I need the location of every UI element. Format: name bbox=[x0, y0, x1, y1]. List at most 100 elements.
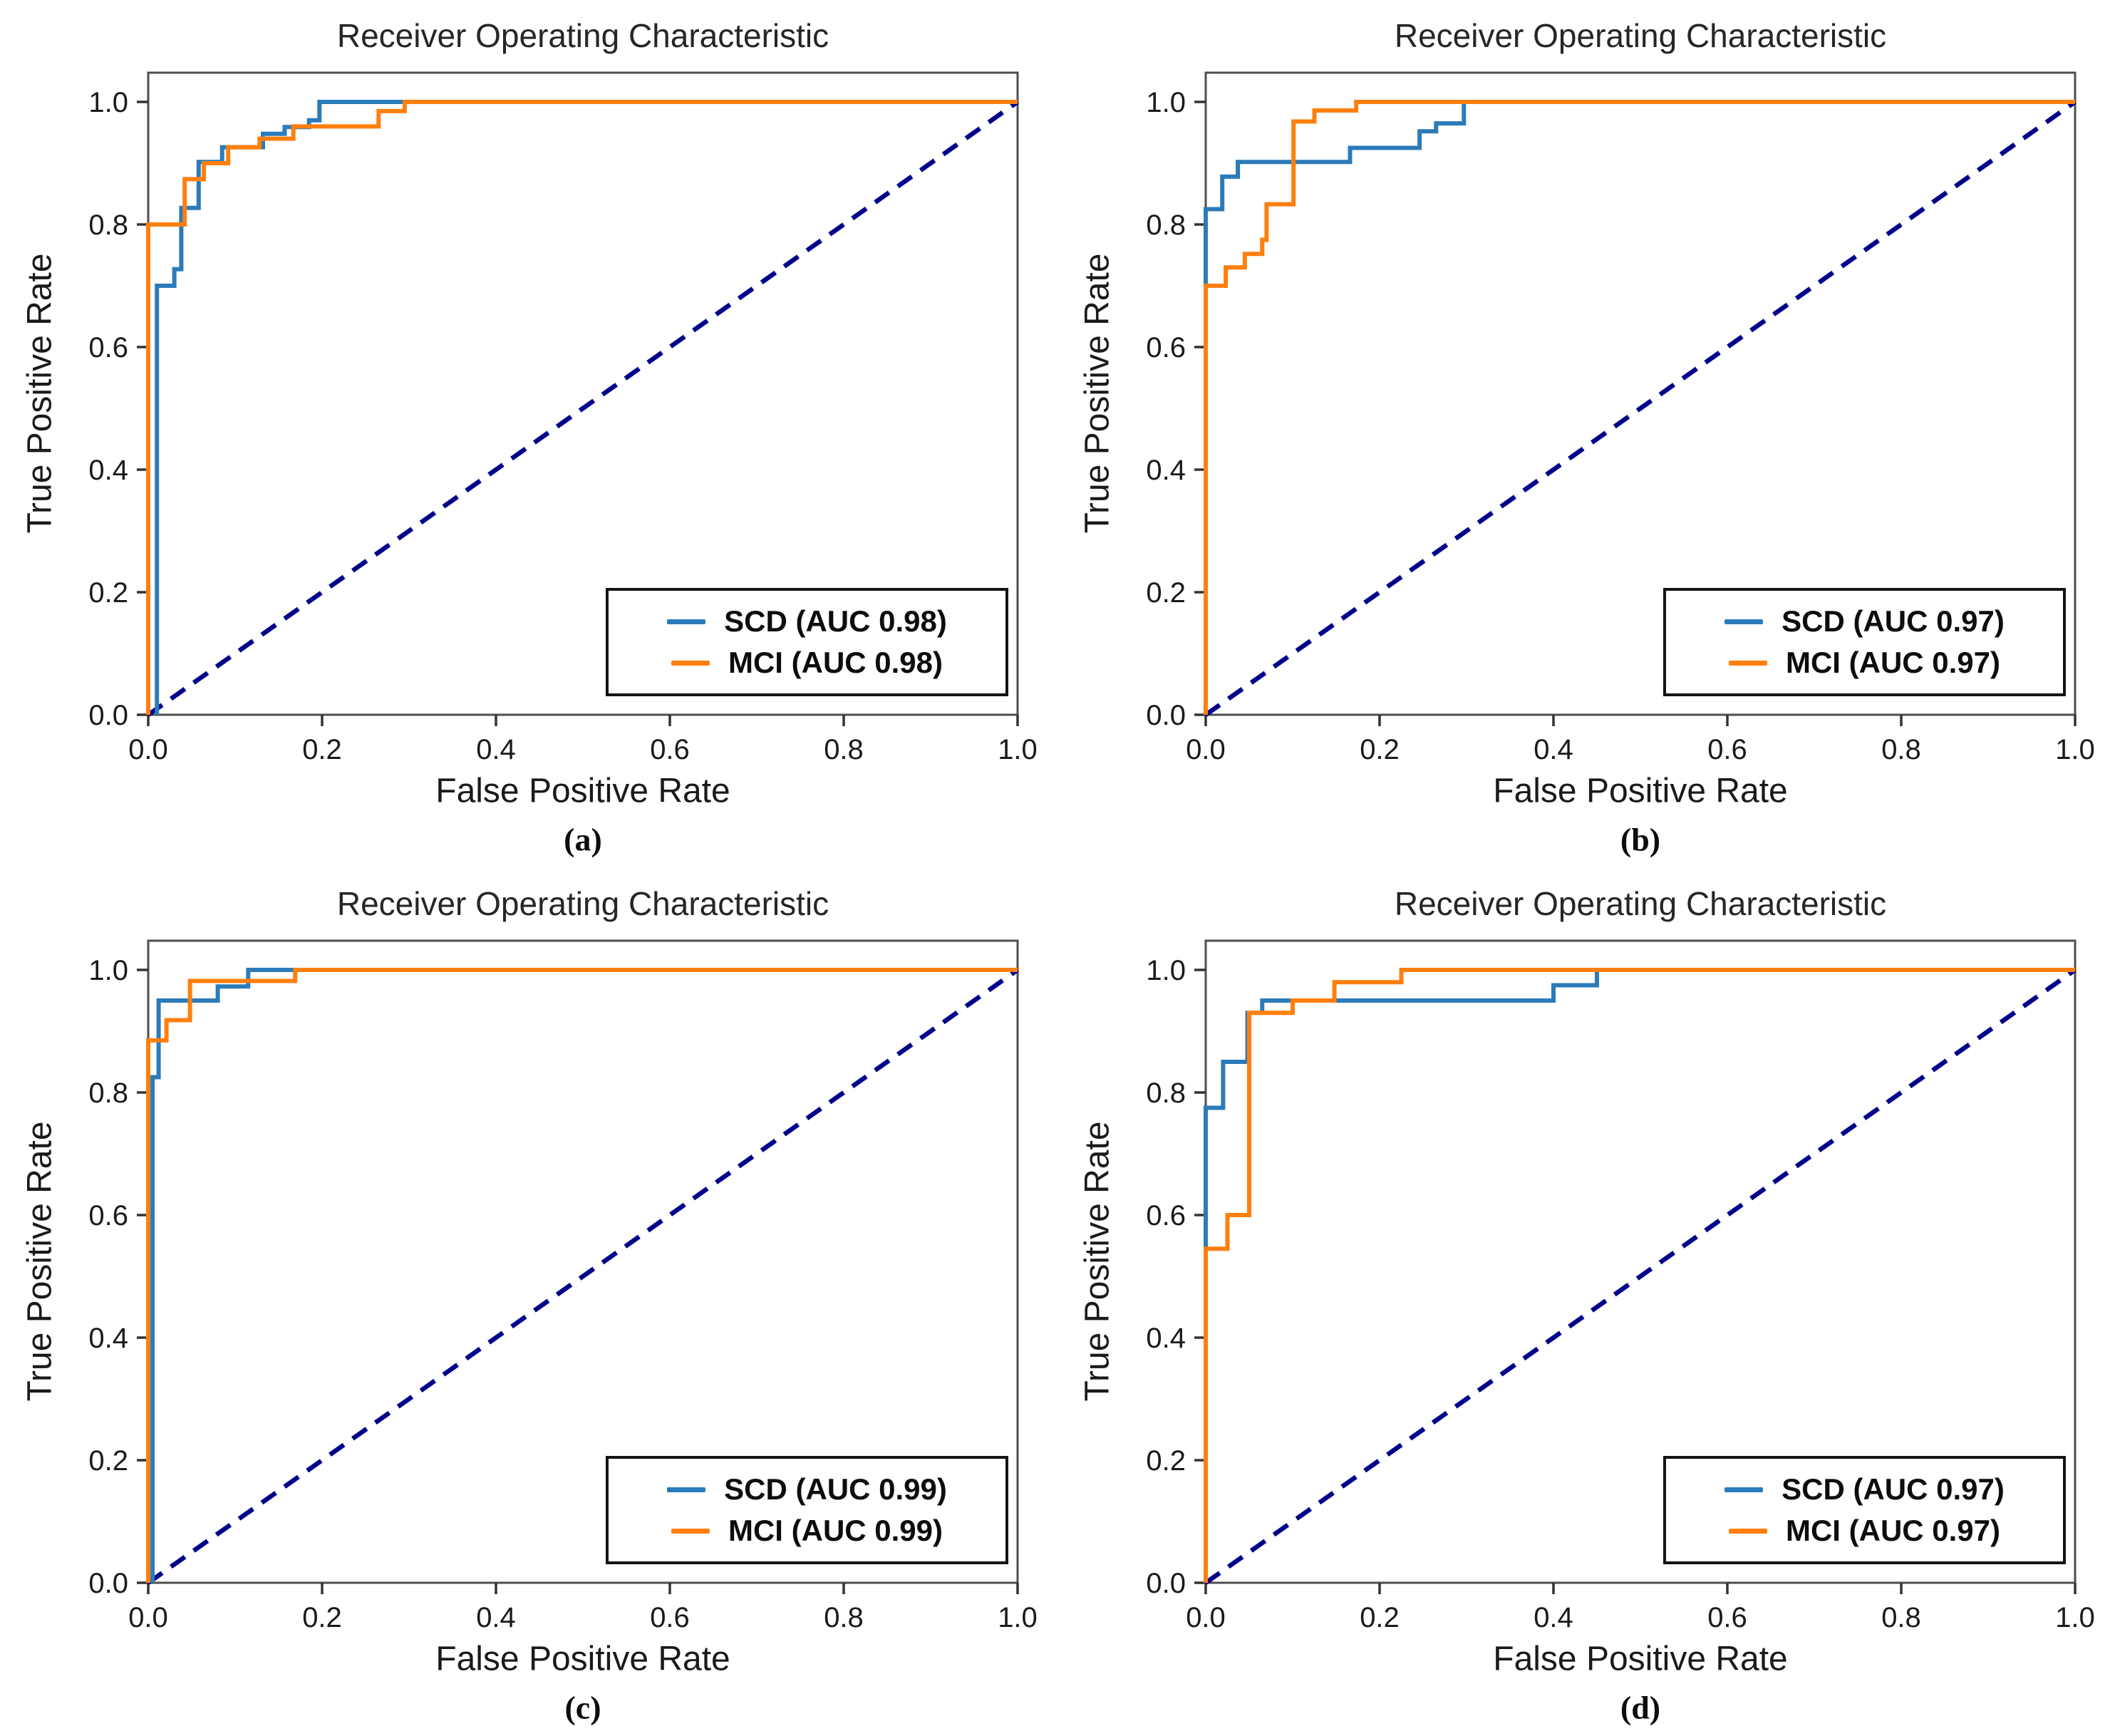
y-axis-label: True Positive Rate bbox=[21, 253, 59, 534]
svg-text:0.6: 0.6 bbox=[1707, 1602, 1747, 1633]
subplot-d: 0.0 0.2 0.4 0.6 0.8 1.0 0.0 0.2 0.4 0.6 0.8 1.0 Rec… bbox=[1058, 868, 2115, 1736]
legend-entry-scd: SCD (AUC 0.97) bbox=[1724, 604, 2005, 639]
svg-text:0.8: 0.8 bbox=[1881, 1602, 1921, 1633]
legend-label-scd: SCD (AUC 0.99) bbox=[724, 1472, 947, 1506]
scd-line-swatch bbox=[667, 619, 706, 624]
svg-text:0.6: 0.6 bbox=[1707, 734, 1747, 765]
svg-text:0.2: 0.2 bbox=[1360, 734, 1400, 765]
mci-line-swatch bbox=[1728, 660, 1767, 666]
roc-axes-a: 0.0 0.2 0.4 0.6 0.8 1.0 0.0 0.2 0.4 0.6 0.8 1.0 bbox=[88, 71, 1038, 765]
legend-entry-scd: SCD (AUC 0.98) bbox=[667, 604, 947, 639]
svg-text:0.8: 0.8 bbox=[1146, 1078, 1186, 1109]
subplot-caption-d: (d) bbox=[1620, 1689, 1661, 1726]
legend-label-scd: SCD (AUC 0.97) bbox=[1782, 604, 2005, 638]
subplot-caption-a: (a) bbox=[564, 821, 602, 858]
x-axis-label: False Positive Rate bbox=[435, 1640, 730, 1678]
roc-axes-c: 0.0 0.2 0.4 0.6 0.8 1.0 0.0 0.2 0.4 0.6 0.8 1.0 bbox=[88, 939, 1038, 1633]
legend-entry-scd: SCD (AUC 0.97) bbox=[1724, 1472, 2005, 1507]
subplot-a: 0.0 0.2 0.4 0.6 0.8 1.0 0.0 0.2 0.4 0.6 0.8 1.0 Rec… bbox=[0, 0, 1058, 868]
svg-text:0.8: 0.8 bbox=[88, 1078, 128, 1109]
svg-text:0.2: 0.2 bbox=[1360, 1602, 1400, 1633]
svg-text:0.8: 0.8 bbox=[88, 210, 128, 241]
legend-label-scd: SCD (AUC 0.98) bbox=[724, 604, 947, 638]
subplot-b: 0.0 0.2 0.4 0.6 0.8 1.0 0.0 0.2 0.4 0.6 0.8 1.0 Rec… bbox=[1058, 0, 2115, 868]
svg-text:1.0: 1.0 bbox=[998, 734, 1038, 765]
y-axis-label: True Positive Rate bbox=[1078, 253, 1117, 534]
plot-title: Receiver Operating Characteristic bbox=[336, 885, 829, 922]
svg-text:0.0: 0.0 bbox=[128, 1602, 168, 1633]
x-axis-label: False Positive Rate bbox=[435, 772, 730, 810]
legend-entry-mci: MCI (AUC 0.98) bbox=[671, 646, 943, 680]
legend-label-mci: MCI (AUC 0.99) bbox=[728, 1514, 943, 1547]
svg-text:0.4: 0.4 bbox=[1146, 1323, 1186, 1354]
svg-text:0.8: 0.8 bbox=[824, 1602, 864, 1633]
svg-text:0.2: 0.2 bbox=[88, 1445, 128, 1477]
y-axis-label: True Positive Rate bbox=[21, 1121, 59, 1402]
svg-text:0.8: 0.8 bbox=[824, 734, 864, 765]
plot-title: Receiver Operating Characteristic bbox=[1394, 885, 1887, 922]
svg-text:0.2: 0.2 bbox=[302, 1602, 342, 1633]
legend-label-mci: MCI (AUC 0.98) bbox=[728, 646, 943, 679]
svg-text:0.0: 0.0 bbox=[88, 700, 128, 731]
roc-axes-d: 0.0 0.2 0.4 0.6 0.8 1.0 0.0 0.2 0.4 0.6 0.8 1.0 bbox=[1146, 939, 2095, 1633]
svg-text:1.0: 1.0 bbox=[1146, 87, 1186, 118]
svg-text:0.0: 0.0 bbox=[88, 1568, 128, 1599]
svg-text:1.0: 1.0 bbox=[2055, 1602, 2095, 1633]
subplot-caption-c: (c) bbox=[564, 1689, 601, 1726]
subplot-c: 0.0 0.2 0.4 0.6 0.8 1.0 0.0 0.2 0.4 0.6 0.8 1.0 Rec… bbox=[0, 868, 1058, 1736]
legend-entry-mci: MCI (AUC 0.99) bbox=[671, 1514, 943, 1548]
legend: SCD (AUC 0.97) MCI (AUC 0.97) bbox=[1663, 588, 2066, 696]
svg-text:0.0: 0.0 bbox=[1146, 1568, 1186, 1599]
svg-text:0.4: 0.4 bbox=[88, 1323, 128, 1354]
svg-text:0.6: 0.6 bbox=[88, 332, 128, 363]
legend-entry-scd: SCD (AUC 0.99) bbox=[667, 1472, 947, 1507]
scd-line-swatch bbox=[1724, 1487, 1764, 1492]
legend: SCD (AUC 0.97) MCI (AUC 0.97) bbox=[1663, 1456, 2066, 1564]
y-axis-label: True Positive Rate bbox=[1078, 1121, 1117, 1402]
svg-text:0.0: 0.0 bbox=[1186, 1602, 1226, 1633]
scd-line-swatch bbox=[1724, 619, 1764, 624]
svg-text:0.4: 0.4 bbox=[1534, 1602, 1573, 1633]
svg-text:0.8: 0.8 bbox=[1881, 734, 1921, 765]
svg-text:1.0: 1.0 bbox=[2055, 734, 2095, 765]
mci-line-swatch bbox=[671, 1528, 710, 1534]
svg-text:0.4: 0.4 bbox=[1146, 455, 1186, 486]
svg-text:0.6: 0.6 bbox=[88, 1200, 128, 1231]
svg-text:1.0: 1.0 bbox=[88, 87, 128, 118]
svg-text:0.4: 0.4 bbox=[476, 1602, 516, 1633]
svg-text:0.4: 0.4 bbox=[1534, 734, 1573, 765]
legend-label-mci: MCI (AUC 0.97) bbox=[1785, 1514, 2001, 1547]
mci-line-swatch bbox=[671, 660, 710, 666]
svg-text:0.0: 0.0 bbox=[1146, 700, 1186, 731]
roc-axes-b: 0.0 0.2 0.4 0.6 0.8 1.0 0.0 0.2 0.4 0.6 0.8 1.0 bbox=[1146, 71, 2095, 765]
svg-text:0.0: 0.0 bbox=[128, 734, 168, 765]
svg-text:0.4: 0.4 bbox=[88, 455, 128, 486]
svg-text:0.6: 0.6 bbox=[650, 1602, 690, 1633]
svg-text:0.6: 0.6 bbox=[650, 734, 690, 765]
x-axis-label: False Positive Rate bbox=[1493, 772, 1788, 810]
svg-text:0.2: 0.2 bbox=[88, 577, 128, 609]
svg-text:0.8: 0.8 bbox=[1146, 210, 1186, 241]
svg-text:0.0: 0.0 bbox=[1186, 734, 1226, 765]
legend-label-mci: MCI (AUC 0.97) bbox=[1785, 646, 2001, 679]
svg-text:0.2: 0.2 bbox=[1146, 577, 1186, 609]
legend-entry-mci: MCI (AUC 0.97) bbox=[1728, 1514, 2001, 1548]
plot-title: Receiver Operating Characteristic bbox=[1394, 17, 1887, 54]
x-axis-label: False Positive Rate bbox=[1493, 1640, 1788, 1678]
svg-text:1.0: 1.0 bbox=[1146, 955, 1186, 986]
legend: SCD (AUC 0.98) MCI (AUC 0.98) bbox=[606, 588, 1008, 696]
legend-entry-mci: MCI (AUC 0.97) bbox=[1728, 646, 2001, 680]
svg-text:0.6: 0.6 bbox=[1146, 332, 1186, 363]
scd-line-swatch bbox=[667, 1487, 706, 1492]
mci-line-swatch bbox=[1728, 1528, 1767, 1534]
svg-text:0.2: 0.2 bbox=[302, 734, 342, 765]
svg-text:1.0: 1.0 bbox=[88, 955, 128, 986]
svg-text:0.4: 0.4 bbox=[476, 734, 516, 765]
svg-text:1.0: 1.0 bbox=[998, 1602, 1038, 1633]
plot-title: Receiver Operating Characteristic bbox=[336, 17, 829, 54]
svg-text:0.6: 0.6 bbox=[1146, 1200, 1186, 1231]
svg-text:0.2: 0.2 bbox=[1146, 1445, 1186, 1477]
subplot-caption-b: (b) bbox=[1620, 821, 1661, 858]
legend-label-scd: SCD (AUC 0.97) bbox=[1782, 1472, 2005, 1506]
